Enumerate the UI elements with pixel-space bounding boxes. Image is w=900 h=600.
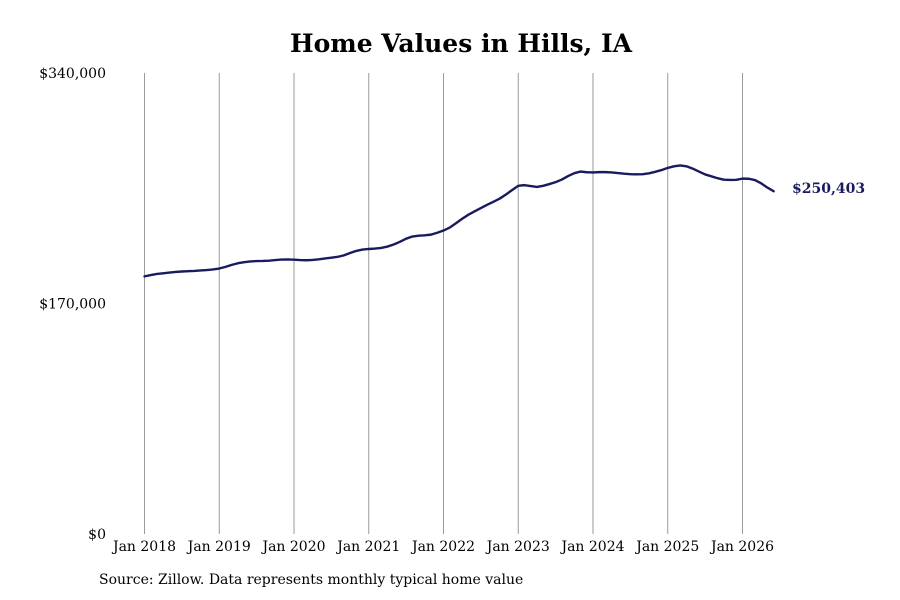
source-note: Source: Zillow. Data represents monthly …: [99, 572, 524, 588]
y-axis: $0 $170,000 $340,000: [39, 66, 106, 543]
x-tick-label: Jan 2026: [709, 539, 774, 555]
chart-title: Home Values in Hills, IA: [290, 29, 633, 58]
last-value-label: $250,403: [792, 181, 865, 197]
y-tick-label: $170,000: [39, 297, 106, 313]
x-tick-label: Jan 2023: [485, 539, 550, 555]
x-tick-label: Jan 2021: [335, 539, 400, 555]
x-tick-label: Jan 2025: [634, 539, 699, 555]
x-tick-label: Jan 2020: [260, 539, 325, 555]
x-tick-label: Jan 2018: [111, 539, 176, 555]
x-tick-label: Jan 2019: [186, 539, 251, 555]
x-axis: Jan 2018 Jan 2019 Jan 2020 Jan 2021 Jan 2022…: [111, 539, 774, 555]
series-layer: [143, 164, 775, 278]
x-tick-label: Jan 2022: [410, 539, 475, 555]
series-line: [143, 164, 775, 278]
x-tick-label: Jan 2024: [559, 539, 624, 555]
y-tick-label: $0: [88, 527, 106, 543]
y-tick-label: $340,000: [39, 66, 106, 82]
grid-lines: [144, 73, 743, 534]
